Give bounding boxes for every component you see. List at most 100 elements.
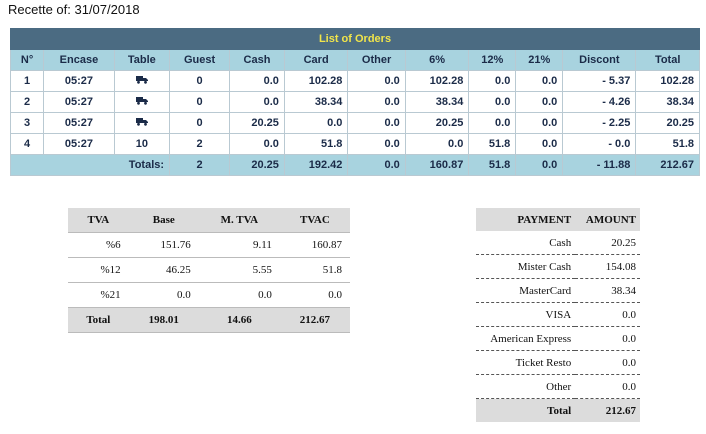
cell: 160.87	[279, 232, 350, 258]
column-header: M. TVA	[198, 208, 280, 233]
payment-row: MasterCard 38.34	[476, 278, 640, 303]
total-cell: Total	[68, 307, 129, 333]
delivery-icon	[135, 76, 148, 84]
tva-row: %6 151.76 9.11 160.87	[68, 232, 350, 258]
cell: - 2.25	[562, 112, 637, 134]
cell: 0.0	[283, 112, 349, 134]
cell: 2	[9, 91, 45, 113]
cell: VISA	[476, 302, 576, 327]
cell: 3	[9, 112, 45, 134]
cell	[113, 91, 171, 113]
cell: 1	[9, 70, 45, 92]
tva-row: %21 0.0 0.0 0.0	[68, 282, 350, 308]
cell: Mister Cash	[476, 254, 576, 279]
total-cell: 198.01	[128, 307, 199, 333]
title-row: List of Orders	[10, 28, 700, 50]
tva-table: TVA Base M. TVA TVAC %6 151.76 9.11 160.87 %12 46…	[68, 208, 350, 333]
column-header: Table	[113, 49, 171, 71]
column-header: 12%	[468, 49, 517, 71]
delivery-icon	[135, 118, 148, 126]
cell: 51.8	[283, 133, 349, 155]
total-cell: 212.67	[575, 398, 640, 422]
payment-row: American Express 0.0	[476, 326, 640, 351]
cell	[113, 70, 171, 92]
column-header: TVA	[68, 208, 129, 233]
cell: 38.34	[635, 91, 700, 113]
total-cell: 160.87	[404, 154, 470, 176]
cell: Cash	[476, 231, 576, 255]
payment-row: Mister Cash 154.08	[476, 254, 640, 279]
column-header: Discont	[562, 49, 637, 71]
total-cell: Total	[476, 398, 576, 422]
cell: American Express	[476, 326, 576, 351]
total-cell: 0.0	[347, 154, 406, 176]
cell: 20.25	[404, 112, 470, 134]
cell: 38.34	[283, 91, 349, 113]
order-row: 4 05:27 10 2 0.0 51.8 0.0 0.0 51.8 0.0- 0.0 51.8	[9, 133, 700, 155]
cell: 0	[169, 70, 231, 92]
column-header: PAYMENT	[476, 208, 576, 231]
cell: 0.0	[575, 326, 640, 351]
cell: 51.8	[468, 133, 517, 155]
cell: 05:27	[43, 91, 115, 113]
cell: - 0.0	[562, 133, 637, 155]
order-row: 3 05:27 0 20.25 0.0 0.0 20.25 0.0 0.0- 2.25 20.25	[9, 112, 700, 134]
total-cell: 192.42	[283, 154, 349, 176]
cell: 0.0	[229, 133, 285, 155]
delivery-icon	[135, 97, 148, 105]
order-row: 1 05:27 0 0.0 102.28 0.0 102.28 0.0 0.0- 5.37 102…	[9, 70, 700, 92]
cell: 51.8	[279, 257, 350, 283]
payment-row: Ticket Resto 0.0	[476, 350, 640, 375]
page-title: Recette of: 31/07/2018	[8, 2, 140, 17]
cell: 0	[169, 112, 231, 134]
header-row: N° Encase Table Guest Cash Card Other 6% 12% 21% D…	[9, 49, 700, 71]
cell: 20.25	[635, 112, 700, 134]
totals-label: Totals:	[9, 154, 171, 176]
cell: 102.28	[635, 70, 700, 92]
cell: 05:27	[43, 112, 115, 134]
cell: - 5.37	[562, 70, 637, 92]
column-header: TVAC	[279, 208, 350, 233]
cell: %21	[68, 282, 129, 308]
payment-row: VISA 0.0	[476, 302, 640, 327]
cell: 46.25	[128, 257, 199, 283]
column-header: Cash	[229, 49, 285, 71]
payment-row: Cash 20.25	[476, 231, 640, 255]
cell: 38.34	[575, 278, 640, 303]
cell: 0.0	[229, 70, 285, 92]
total-cell: 51.8	[468, 154, 517, 176]
orders-table: List of Orders N° Encase Table Guest Cash Card…	[9, 28, 700, 176]
total-cell: 14.66	[198, 307, 280, 333]
cell: - 4.26	[562, 91, 637, 113]
cell: 0.0	[468, 70, 517, 92]
total-row: Total 198.01 14.66 212.67	[68, 307, 350, 333]
cell: 20.25	[229, 112, 285, 134]
cell: 0.0	[404, 133, 470, 155]
header-row: PAYMENT AMOUNT	[476, 208, 640, 231]
cell: 0.0	[575, 374, 640, 399]
column-header: N°	[9, 49, 45, 71]
cell: 51.8	[635, 133, 700, 155]
cell: 10	[113, 133, 171, 155]
column-header: AMOUNT	[575, 208, 640, 231]
cell: 0.0	[515, 70, 564, 92]
tva-row: %12 46.25 5.55 51.8	[68, 257, 350, 283]
cell: 0.0	[347, 70, 406, 92]
cell: %6	[68, 232, 129, 258]
table-title: List of Orders	[10, 28, 700, 50]
order-row: 2 05:27 0 0.0 38.34 0.0 38.34 0.0 0.0- 4.26 38.34	[9, 91, 700, 113]
cell: %12	[68, 257, 129, 283]
cell: 0	[169, 91, 231, 113]
cell: 05:27	[43, 70, 115, 92]
total-cell: 20.25	[229, 154, 285, 176]
cell: 0.0	[515, 133, 564, 155]
cell: 102.28	[283, 70, 349, 92]
cell: 38.34	[404, 91, 470, 113]
cell: 9.11	[198, 232, 280, 258]
cell: MasterCard	[476, 278, 576, 303]
cell: 0.0	[468, 112, 517, 134]
column-header: Total	[635, 49, 700, 71]
total-cell: - 11.88	[562, 154, 637, 176]
cell: 0.0	[229, 91, 285, 113]
cell: 151.76	[128, 232, 199, 258]
